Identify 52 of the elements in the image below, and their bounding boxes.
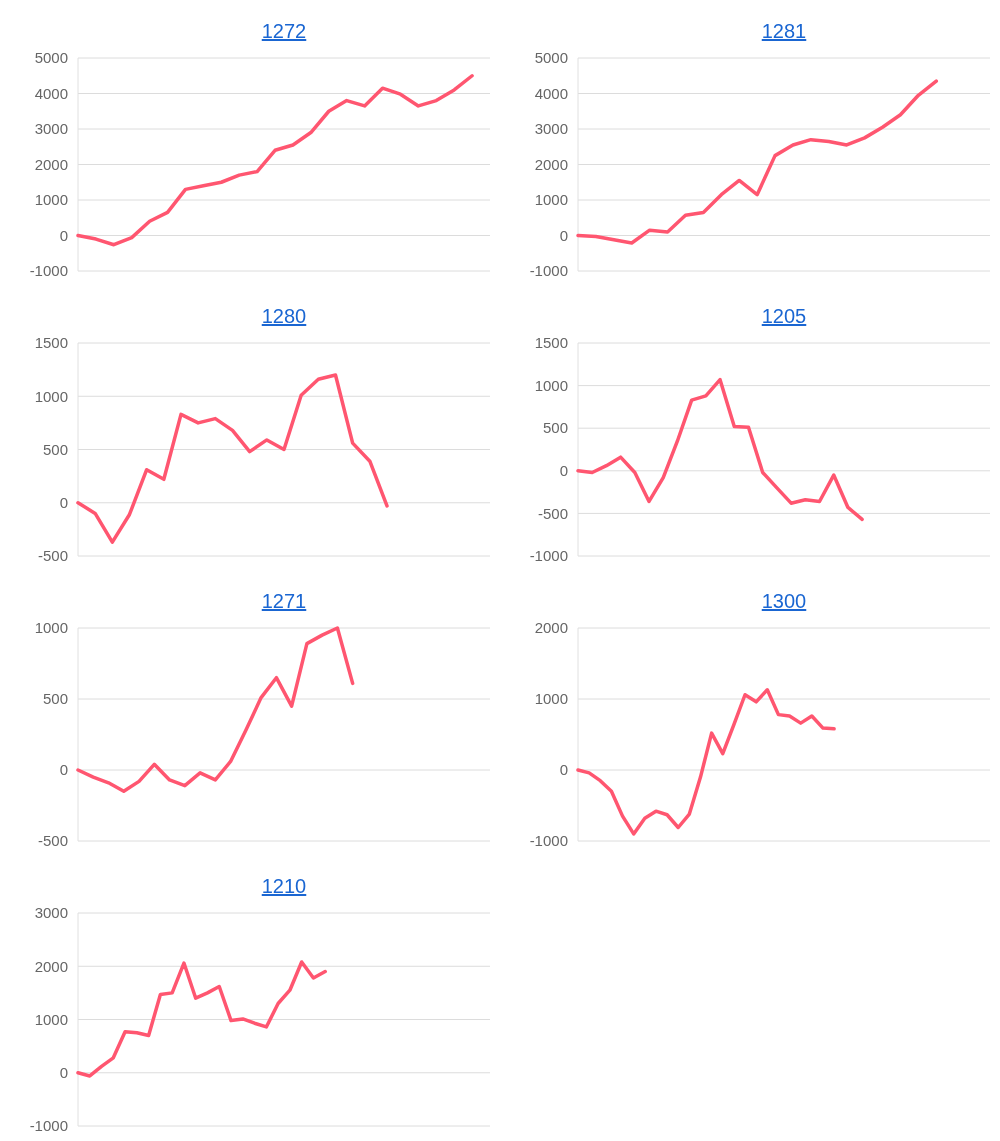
y-tick-label: 2000 bbox=[534, 155, 568, 173]
chart-title: 1272 bbox=[261, 20, 307, 42]
y-tick-label: 3000 bbox=[534, 120, 568, 138]
y-tick-label: 4000 bbox=[534, 84, 568, 102]
y-tick-label: 5000 bbox=[534, 49, 568, 67]
chart-title: 1280 bbox=[261, 305, 307, 327]
chart-title: 1205 bbox=[761, 305, 807, 327]
y-tick-label: 0 bbox=[59, 1064, 68, 1081]
y-tick-label: -500 bbox=[37, 832, 68, 850]
line-series bbox=[76, 960, 327, 1078]
y-tick-label: 500 bbox=[42, 440, 68, 458]
y-tick-label: 4000 bbox=[34, 84, 68, 102]
line-series bbox=[76, 373, 389, 544]
y-tick-label: -1000 bbox=[29, 1117, 68, 1135]
y-tick-label: 1500 bbox=[34, 334, 68, 352]
y-tick-label: 1000 bbox=[534, 690, 568, 708]
y-tick-label: 1500 bbox=[534, 334, 568, 352]
y-tick-label: 3000 bbox=[34, 120, 68, 138]
y-tick-label: 0 bbox=[59, 494, 68, 511]
y-tick-label: 2000 bbox=[534, 619, 568, 637]
chart-title: 1300 bbox=[761, 590, 807, 612]
y-tick-label: 2000 bbox=[34, 155, 68, 173]
y-tick-label: -500 bbox=[537, 504, 568, 522]
y-tick-label: 0 bbox=[559, 226, 568, 244]
y-tick-label: 1000 bbox=[34, 1010, 68, 1028]
y-tick-label: -1000 bbox=[29, 262, 68, 280]
y-tick-label: 0 bbox=[59, 226, 68, 244]
y-tick-label: 500 bbox=[42, 690, 68, 708]
line-series bbox=[76, 74, 474, 247]
y-tick-label: 0 bbox=[59, 761, 68, 779]
chart-title: 1210 bbox=[261, 875, 307, 897]
y-tick-label: 500 bbox=[542, 419, 568, 437]
y-tick-label: -1000 bbox=[529, 832, 568, 850]
y-tick-label: 1000 bbox=[34, 619, 68, 637]
y-tick-label: -1000 bbox=[529, 547, 568, 565]
y-tick-label: 0 bbox=[559, 462, 568, 480]
y-tick-label: 5000 bbox=[34, 49, 68, 67]
chart-title: 1271 bbox=[261, 590, 307, 612]
y-tick-label: 1000 bbox=[34, 387, 68, 405]
line-series bbox=[576, 377, 864, 522]
line-series bbox=[576, 688, 836, 836]
line-series bbox=[76, 626, 355, 794]
y-tick-label: 2000 bbox=[34, 957, 68, 975]
y-tick-label: 1000 bbox=[34, 191, 68, 209]
y-tick-label: -1000 bbox=[529, 262, 568, 280]
y-tick-label: -500 bbox=[37, 547, 68, 565]
line-series bbox=[576, 79, 939, 245]
y-tick-label: 0 bbox=[559, 761, 568, 779]
y-tick-label: 1000 bbox=[534, 191, 568, 209]
chart-title: 1281 bbox=[761, 20, 807, 42]
y-tick-label: 3000 bbox=[34, 904, 68, 922]
y-tick-label: 1000 bbox=[534, 376, 568, 394]
